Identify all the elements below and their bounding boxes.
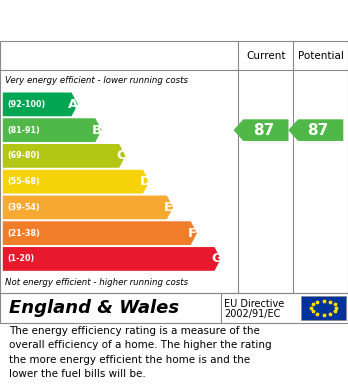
Text: The energy efficiency rating is a measure of the
overall efficiency of a home. T: The energy efficiency rating is a measur… xyxy=(9,326,271,379)
Text: E: E xyxy=(164,201,173,214)
Text: Potential: Potential xyxy=(298,50,343,61)
Text: EU Directive: EU Directive xyxy=(224,298,285,308)
Text: (92-100): (92-100) xyxy=(8,100,46,109)
Text: (69-80): (69-80) xyxy=(8,151,40,160)
Bar xyxy=(301,296,346,320)
Polygon shape xyxy=(3,170,149,194)
Text: (81-91): (81-91) xyxy=(8,126,40,135)
Polygon shape xyxy=(3,196,173,219)
Polygon shape xyxy=(3,144,126,168)
Polygon shape xyxy=(288,119,343,141)
Text: C: C xyxy=(116,149,126,162)
Polygon shape xyxy=(3,247,221,271)
Text: (55-68): (55-68) xyxy=(8,177,40,186)
Text: 2002/91/EC: 2002/91/EC xyxy=(224,309,281,319)
Text: B: B xyxy=(92,124,102,136)
Text: G: G xyxy=(211,253,222,265)
Polygon shape xyxy=(3,221,197,245)
Text: (1-20): (1-20) xyxy=(8,255,35,264)
Text: England & Wales: England & Wales xyxy=(9,299,179,317)
Polygon shape xyxy=(234,119,288,141)
Text: Very energy efficient - lower running costs: Very energy efficient - lower running co… xyxy=(5,76,188,85)
Text: Energy Efficiency Rating: Energy Efficiency Rating xyxy=(9,13,211,28)
Text: A: A xyxy=(68,98,79,111)
Text: (39-54): (39-54) xyxy=(8,203,40,212)
Text: 87: 87 xyxy=(308,123,329,138)
Text: F: F xyxy=(188,227,197,240)
Text: Current: Current xyxy=(246,50,286,61)
Text: (21-38): (21-38) xyxy=(8,229,40,238)
Text: 87: 87 xyxy=(253,123,274,138)
Polygon shape xyxy=(3,93,78,116)
Text: Not energy efficient - higher running costs: Not energy efficient - higher running co… xyxy=(5,278,188,287)
Polygon shape xyxy=(3,118,102,142)
Text: D: D xyxy=(139,175,150,188)
